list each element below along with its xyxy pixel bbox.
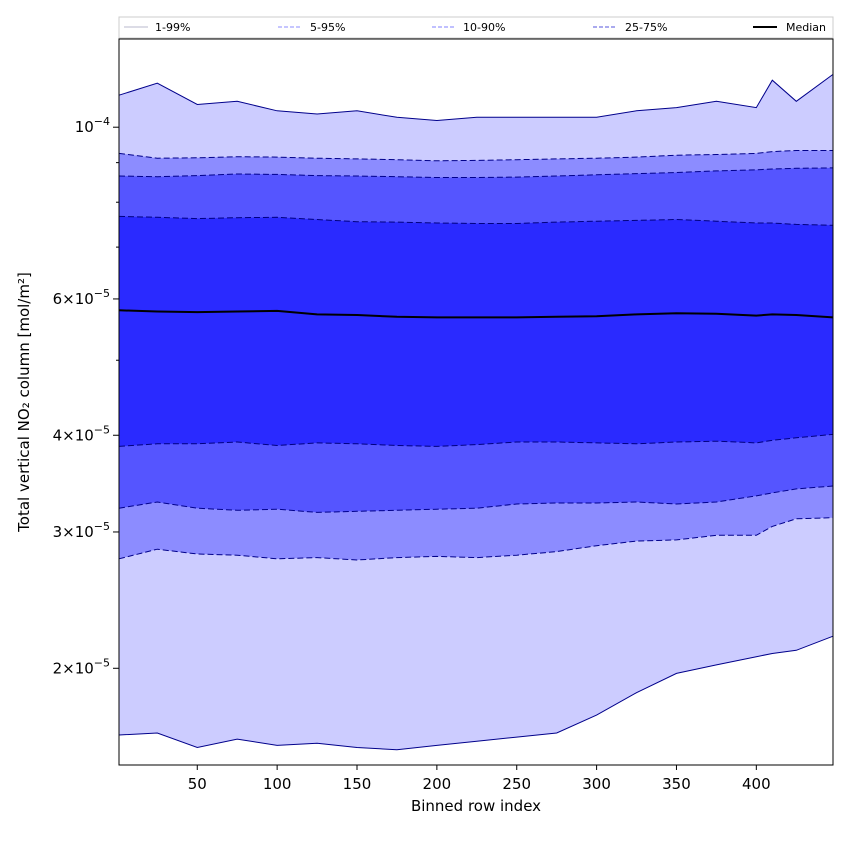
y-tick-label: 4×10−5	[53, 423, 110, 444]
y-tick-label: 2×10−5	[53, 656, 110, 677]
series-line-median	[118, 309, 834, 319]
x-axis: 50 100 150 200 250 300 350 400	[188, 765, 771, 793]
band-lower-edge-25-75%	[118, 433, 834, 447]
x-tick-label: 350	[662, 775, 691, 793]
legend-label-median: Median	[786, 21, 826, 34]
bands-layer	[119, 74, 833, 750]
band-upper-edge-10-90%	[118, 167, 834, 178]
legend-label-5-95%: 5-95%	[310, 21, 345, 34]
x-tick-label: 150	[343, 775, 372, 793]
band-edges-layer	[118, 73, 834, 751]
y-axis: 2×10−5 3×10−5 4×10−5 6×10−5 10−4	[53, 115, 119, 677]
legend-label-25-75%: 25-75%	[625, 21, 667, 34]
band-lower-edge-10-90%	[118, 485, 834, 513]
band-upper-edge-1-99%	[118, 73, 834, 122]
legend-frame	[118, 16, 834, 39]
legend: 1-99% 5-95% 10-90% 25-75% Median	[118, 16, 834, 39]
x-tick-label: 200	[423, 775, 452, 793]
plot-area	[118, 38, 834, 766]
y-tick-label: 6×10−5	[53, 287, 110, 308]
legend-label-10-90%: 10-90%	[463, 21, 505, 34]
plot-frame	[118, 38, 834, 766]
x-tick-label: 300	[582, 775, 611, 793]
x-tick-label: 100	[263, 775, 292, 793]
x-tick-label: 50	[188, 775, 207, 793]
x-tick-label: 400	[742, 775, 771, 793]
legend-label-1-99%: 1-99%	[155, 21, 190, 34]
x-tick-label: 250	[502, 775, 531, 793]
y-axis-label: Total vertical NO₂ column [mol/m²]	[15, 272, 33, 533]
band-upper-edge-25-75%	[118, 215, 834, 226]
series-layer	[118, 309, 834, 319]
band-upper-edge-5-95%	[118, 150, 833, 162]
y-tick-label: 3×10−5	[53, 520, 110, 541]
y-tick-label: 10−4	[75, 115, 110, 136]
band-area-25-75%	[119, 216, 833, 447]
x-axis-label: Binned row index	[411, 797, 541, 815]
band-lower-edge-1-99%	[118, 635, 834, 751]
band-lower-edge-5-95%	[118, 517, 834, 561]
